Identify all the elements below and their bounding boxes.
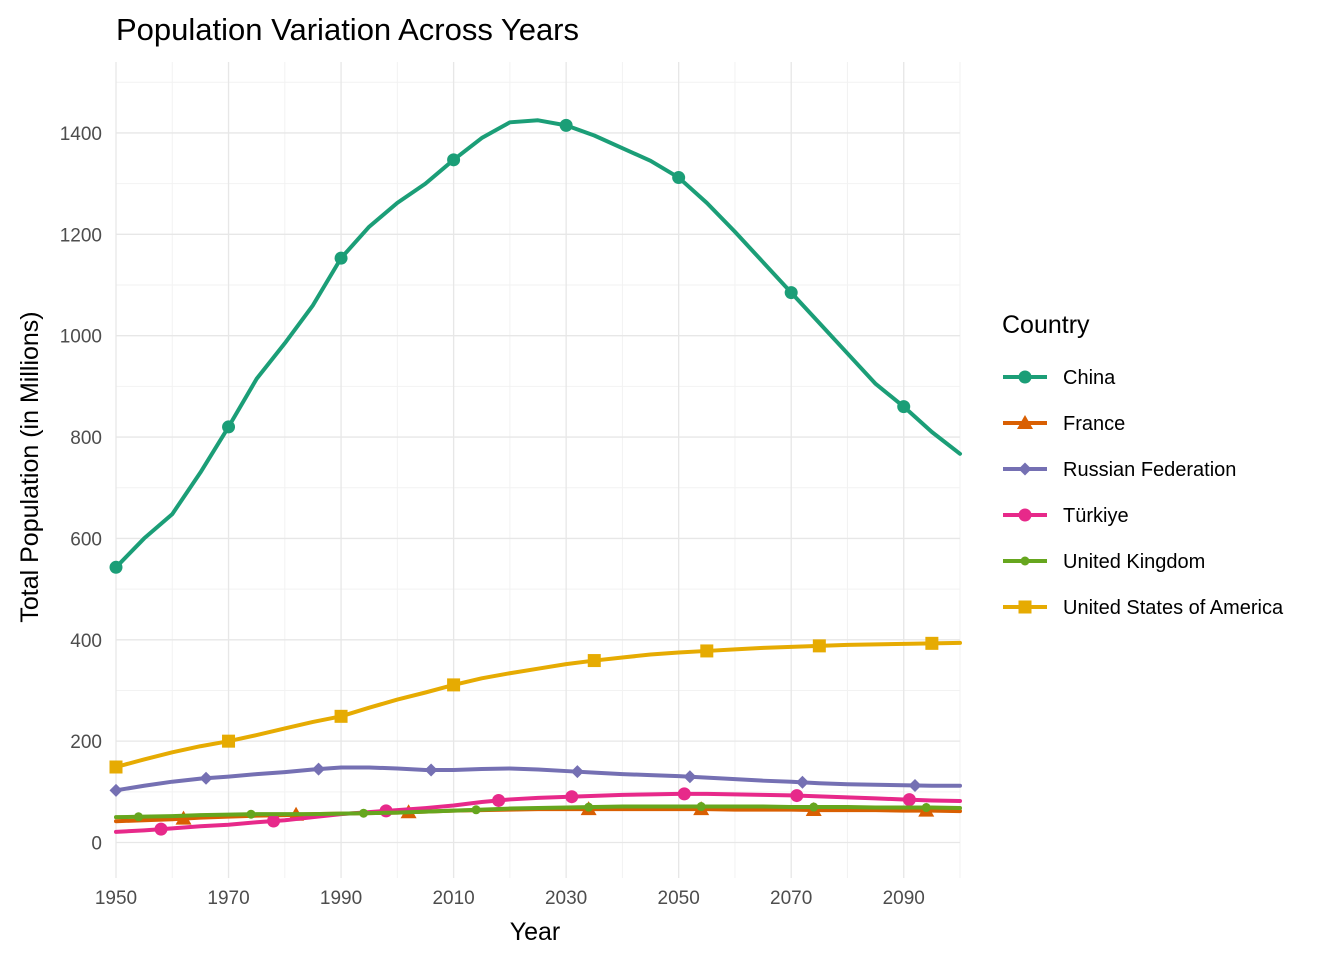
data-point-united-kingdom xyxy=(471,805,481,815)
x-tick-label: 2090 xyxy=(883,888,925,909)
x-tick-label: 2070 xyxy=(770,888,812,909)
legend-marker-china xyxy=(1018,370,1032,384)
y-tick-label: 200 xyxy=(70,732,102,753)
data-point-china xyxy=(109,560,123,574)
legend-label-t-rkiye: Türkiye xyxy=(1063,505,1129,527)
y-tick-label: 0 xyxy=(91,834,102,855)
data-point-united-kingdom xyxy=(809,802,819,812)
data-point-t-rkiye xyxy=(565,790,579,804)
legend-label-russian-federation: Russian Federation xyxy=(1063,459,1236,481)
legend-marker-t-rkiye xyxy=(1018,508,1032,522)
legend-label-china: China xyxy=(1063,367,1116,389)
data-point-t-rkiye xyxy=(677,787,691,801)
data-point-china xyxy=(447,153,461,167)
y-tick-label: 1400 xyxy=(60,124,102,145)
data-point-russian-federation xyxy=(109,783,123,797)
legend-marker-france xyxy=(1017,415,1033,429)
data-point-russian-federation xyxy=(424,763,438,777)
grid xyxy=(115,62,961,878)
series-line-t-rkiye xyxy=(114,791,962,834)
series-russian-federation xyxy=(109,762,962,797)
legend-item-russian-federation: Russian Federation xyxy=(1003,459,1236,481)
legend-label-france: France xyxy=(1063,413,1125,435)
legend-item-france: France xyxy=(1003,413,1125,435)
legend-item-united-states-of-america: United States of America xyxy=(1003,597,1284,619)
data-point-russian-federation xyxy=(795,775,809,789)
series-united-kingdom xyxy=(114,802,962,822)
data-point-united-kingdom xyxy=(134,812,144,822)
legend-item-united-kingdom: United Kingdom xyxy=(1003,551,1205,573)
data-point-united-states-of-america xyxy=(925,636,939,650)
x-tick-label: 1990 xyxy=(320,888,362,909)
y-axis-title: Total Population (in Millions) xyxy=(16,311,44,622)
data-point-united-states-of-america xyxy=(222,734,236,748)
data-point-russian-federation xyxy=(683,770,697,784)
x-tick-label: 1950 xyxy=(95,888,137,909)
data-point-china xyxy=(784,286,798,300)
data-point-united-kingdom xyxy=(584,802,594,812)
x-tick-label: 1970 xyxy=(207,888,249,909)
data-point-china xyxy=(672,171,686,185)
x-tick-label: 2030 xyxy=(545,888,587,909)
data-point-t-rkiye xyxy=(902,793,916,807)
data-point-russian-federation xyxy=(570,765,584,779)
x-axis-title: Year xyxy=(510,918,561,946)
series-layer xyxy=(109,118,962,836)
legend-item-china: China xyxy=(1003,367,1116,389)
data-point-t-rkiye xyxy=(154,822,168,836)
x-tick-label: 2050 xyxy=(658,888,700,909)
series-china xyxy=(109,118,962,574)
y-tick-label: 600 xyxy=(70,529,102,550)
data-point-russian-federation xyxy=(908,778,922,792)
data-point-united-states-of-america xyxy=(109,760,123,774)
legend-title: Country xyxy=(1002,311,1090,339)
data-point-russian-federation xyxy=(199,771,213,785)
data-point-united-states-of-america xyxy=(700,644,714,658)
chart-title: Population Variation Across Years xyxy=(116,12,579,47)
data-point-china xyxy=(897,400,911,414)
legend-marker-russian-federation xyxy=(1018,462,1032,476)
data-point-united-kingdom xyxy=(696,802,706,812)
data-point-united-states-of-america xyxy=(587,654,601,668)
series-line-russian-federation xyxy=(114,765,962,793)
data-point-t-rkiye xyxy=(267,814,281,828)
data-point-united-kingdom xyxy=(246,809,256,819)
y-tick-label: 400 xyxy=(70,631,102,652)
axes: 1950 1970 1990 2010 2030 2050 2070 2090 0 200 400 6… xyxy=(60,124,925,909)
y-tick-label: 1200 xyxy=(60,225,102,246)
legend-marker-united-states-of-america xyxy=(1018,600,1032,614)
y-tick-label: 1000 xyxy=(60,327,102,348)
data-point-t-rkiye xyxy=(790,789,804,803)
legend-marker-united-kingdom xyxy=(1020,556,1030,566)
legend-label-united-kingdom: United Kingdom xyxy=(1063,551,1205,573)
series-united-states-of-america xyxy=(109,636,962,774)
y-tick-label: 800 xyxy=(70,428,102,449)
data-point-united-states-of-america xyxy=(812,639,826,653)
legend-item-t-rkiye: Türkiye xyxy=(1003,505,1129,527)
legend-label-united-states-of-america: United States of America xyxy=(1063,597,1284,619)
data-point-china xyxy=(222,420,236,434)
data-point-china xyxy=(334,251,348,265)
data-point-t-rkiye xyxy=(492,793,506,807)
data-point-united-kingdom xyxy=(359,808,369,818)
series-line-united-states-of-america xyxy=(114,640,962,769)
data-point-united-states-of-america xyxy=(447,678,461,692)
data-point-united-states-of-america xyxy=(334,709,348,723)
x-tick-label: 2010 xyxy=(432,888,474,909)
data-point-united-kingdom xyxy=(921,803,931,813)
series-line-china xyxy=(114,118,962,570)
series-line-united-kingdom xyxy=(114,804,962,820)
data-point-china xyxy=(559,118,573,132)
legend: Country China France Russian Federation Tür… xyxy=(1002,311,1284,619)
data-point-russian-federation xyxy=(312,762,326,776)
